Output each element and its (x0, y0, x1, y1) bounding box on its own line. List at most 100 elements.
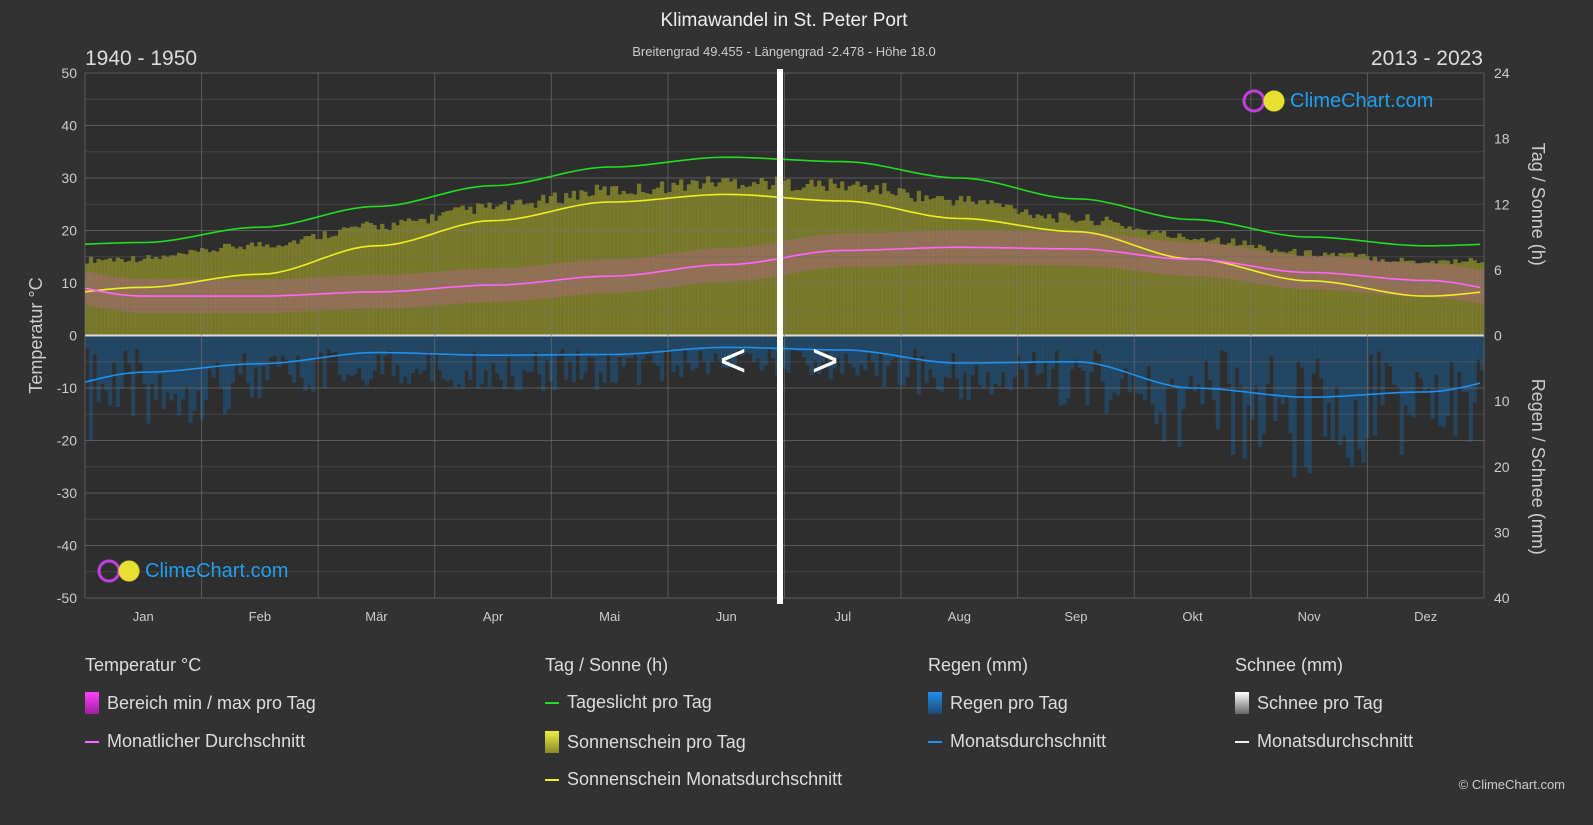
sunshine-day-bar (813, 186, 818, 336)
sunshine-day-bar (1093, 225, 1098, 336)
period-divider (777, 69, 783, 604)
legend-sunshine-avg: Sonnenschein Monatsdurchschnitt (545, 769, 842, 790)
rain-day-bar (284, 335, 289, 360)
rain-day-bar (1472, 335, 1477, 403)
rain-day-bar (368, 335, 373, 380)
sunshine-day-bar (134, 262, 140, 336)
sunshine-day-bar (1146, 234, 1151, 336)
chart-subtitle: Breitengrad 49.455 - Längengrad -2.478 -… (632, 44, 936, 59)
rain-day-bar (1353, 335, 1358, 400)
sunshine-day-bar (1242, 240, 1247, 336)
sunshine-day-bar (353, 226, 358, 336)
rain-day-bar (1089, 335, 1094, 373)
rain-day-bar (794, 335, 799, 352)
sunshine-day-bar (249, 242, 255, 336)
rain-day-bar (1123, 335, 1128, 369)
rain-day-bar (989, 335, 994, 395)
prev-arrow-button[interactable]: < (720, 334, 747, 386)
sunshine-day-bar (840, 181, 845, 336)
rain-day-bar (276, 335, 281, 367)
sunshine-day-bar (606, 195, 611, 336)
sunshine-day-bar (1208, 240, 1213, 336)
sunshine-day-bar (299, 239, 304, 336)
ytick-right-top: 18 (1494, 131, 1510, 147)
rain-day-bar (1188, 335, 1194, 376)
rain-day-bar (636, 335, 642, 385)
sunshine-day-bar (1395, 261, 1401, 336)
rain-day-bar (491, 335, 496, 364)
rain-day-bar (556, 335, 561, 354)
rain-day-bar (587, 335, 592, 357)
sunshine-day-bar (1449, 263, 1454, 336)
rain-day-bar (579, 335, 584, 380)
sunshine-day-bar (978, 200, 983, 336)
rain-day-bar (230, 335, 235, 384)
sunshine-day-bar (1388, 262, 1393, 336)
sunshine-day-bar (667, 191, 672, 336)
sunshine-day-bar (288, 242, 293, 336)
rain-day-bar (1054, 335, 1059, 352)
rain-day-bar (211, 335, 216, 378)
rain-day-bar (318, 335, 324, 353)
rain-day-bar (897, 335, 902, 386)
sunshine-day-bar (1361, 253, 1366, 336)
sunshine-day-bar (180, 253, 186, 336)
sunshine-day-bar (583, 191, 588, 336)
next-arrow-button[interactable]: > (812, 334, 839, 386)
sunshine-day-bar (843, 190, 849, 336)
temp-range-bar (1480, 270, 1485, 305)
sunshine-day-bar (376, 229, 381, 336)
rain-day-bar (544, 335, 550, 361)
sunshine-day-bar (805, 183, 810, 336)
sunshine-day-bar (1468, 257, 1473, 336)
sunshine-day-bar (341, 227, 347, 336)
ytick-left: -50 (57, 590, 77, 606)
rain-day-bar (571, 335, 577, 383)
rain-day-bar (870, 335, 875, 362)
rain-day-bar (1139, 335, 1144, 395)
sunshine-day-bar (521, 204, 527, 336)
sunshine-day-bar (1369, 260, 1374, 336)
sunshine-day-bar (100, 260, 105, 336)
sunshine-day-bar (464, 209, 469, 336)
logo-bottom: ClimeChart.com (95, 558, 288, 584)
rain-day-bar (1273, 335, 1278, 421)
sunshine-day-bar (537, 200, 542, 336)
sunshine-day-bar (429, 214, 435, 336)
sunshine-day-bar (426, 223, 431, 336)
rain-day-bar (817, 335, 822, 375)
rain-day-bar (744, 335, 749, 353)
sunshine-day-bar (970, 201, 975, 336)
sunshine-day-bar (150, 258, 155, 336)
sunshine-day-bar (1269, 252, 1274, 336)
rain-day-bar (1461, 335, 1466, 392)
rain-day-bar (1257, 335, 1263, 448)
sunshine-day-bar (863, 184, 868, 336)
rain-day-bar (1453, 335, 1458, 437)
sunshine-day-bar (445, 210, 450, 336)
rain-day-bar (1388, 335, 1393, 367)
sunshine-day-bar (184, 254, 189, 336)
sunshine-day-bar (1476, 263, 1481, 336)
sunshine-day-bar (1453, 259, 1458, 336)
rain-day-bar (1434, 335, 1439, 376)
rain-day-bar (541, 335, 546, 392)
rain-day-bar (249, 335, 255, 398)
rain-day-bar (1165, 335, 1171, 387)
rain-day-bar (1342, 335, 1347, 436)
sunshine-day-bar (1050, 218, 1056, 336)
rain-day-bar (146, 335, 151, 424)
sunshine-day-bar (437, 215, 442, 336)
sunshine-day-bar (625, 193, 630, 336)
sunshine-day-bar (1108, 219, 1113, 336)
sunshine-day-bar (514, 200, 519, 336)
rain-day-bar (978, 335, 983, 386)
rain-day-bar (767, 335, 772, 350)
sunshine-day-bar (495, 206, 500, 336)
rain-day-bar (1422, 335, 1427, 392)
ytick-left: 50 (61, 65, 77, 81)
xtick-label: Aug (948, 609, 971, 624)
rain-day-bar (1250, 335, 1255, 420)
rain-day-bar (1311, 335, 1316, 374)
rain-day-bar (1177, 335, 1182, 447)
